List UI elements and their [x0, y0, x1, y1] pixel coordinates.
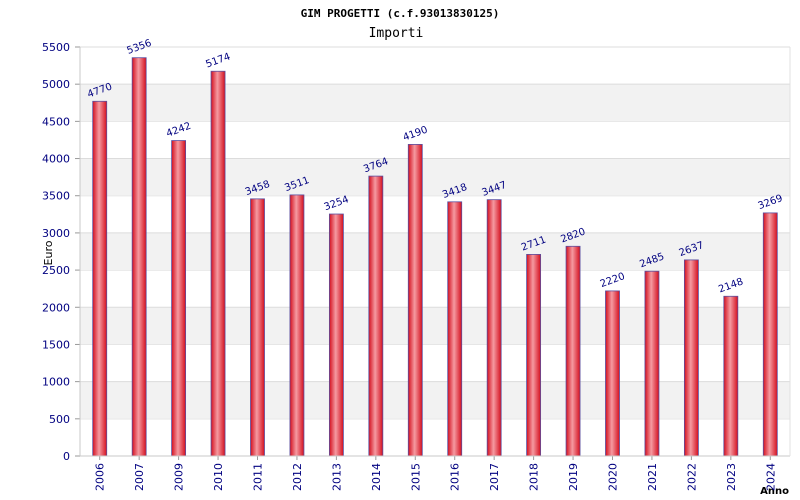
y-tick-label: 4500	[42, 115, 70, 128]
x-tick-label: 2018	[528, 463, 541, 491]
bar-2013	[328, 213, 344, 457]
x-tick-label: 2012	[291, 463, 304, 491]
bar-2007	[131, 57, 147, 457]
bar-2011	[250, 198, 265, 457]
x-tick-label: 2013	[330, 463, 343, 491]
x-axis-label: Anno	[760, 486, 789, 497]
bar-2022	[683, 259, 699, 457]
x-tick-label: 2022	[685, 463, 698, 491]
chart-subtitle: Importi	[369, 26, 424, 41]
bar-2018	[526, 254, 542, 457]
grid-band	[80, 232, 790, 271]
x-tick-label: 2020	[607, 463, 620, 491]
bar-2006	[92, 100, 108, 457]
grid-band	[80, 84, 790, 122]
value-label: 4190	[402, 125, 430, 144]
bar-2024	[762, 212, 778, 457]
x-tick-label: 2009	[173, 463, 186, 491]
bar-2016	[447, 201, 463, 457]
y-tick-label: 500	[49, 413, 70, 426]
value-label: 3254	[323, 194, 351, 213]
bar-2015	[407, 144, 423, 457]
y-tick-label: 2500	[42, 264, 70, 277]
grid-band	[80, 158, 790, 196]
bar-2009	[171, 140, 187, 457]
x-axis-ticks: 2006 2007 2009 2010 2011 2012 2013 2014 2015 2016…	[94, 456, 777, 491]
y-tick-label: 1000	[42, 376, 70, 389]
x-tick-label: 2016	[449, 463, 462, 491]
y-tick-label: 1500	[42, 338, 70, 351]
value-label: 2220	[599, 271, 627, 290]
y-axis-label: Euro	[42, 240, 55, 265]
y-tick-label: 5000	[42, 78, 70, 91]
value-label: 5174	[204, 51, 232, 70]
grid-bands	[80, 46, 790, 420]
y-tick-label: 4000	[42, 153, 70, 166]
bars	[92, 57, 778, 457]
grid-band	[80, 381, 790, 419]
y-tick-label: 3500	[42, 190, 70, 203]
x-tick-label: 2007	[133, 463, 146, 491]
x-tick-label: 2024	[764, 463, 777, 491]
x-tick-label: 2021	[646, 463, 659, 491]
x-tick-label: 2011	[252, 463, 265, 491]
x-tick-label: 2010	[212, 463, 225, 491]
value-label: 4242	[165, 121, 193, 140]
y-tick-label: 3000	[42, 227, 70, 240]
bar-2012	[289, 194, 305, 457]
y-tick-label: 5500	[42, 41, 70, 54]
y-tick-label: 2000	[42, 301, 70, 314]
bar-2017	[486, 199, 502, 457]
x-tick-label: 2006	[94, 463, 107, 491]
x-tick-label: 2017	[488, 463, 501, 491]
grid-band	[80, 307, 790, 345]
chart-title: GIM PROGETTI (c.f.93013830125)	[301, 7, 500, 20]
x-tick-label: 2023	[725, 463, 738, 491]
bar-2020	[605, 290, 620, 457]
y-tick-label: 0	[63, 450, 70, 463]
x-tick-label: 2019	[567, 463, 580, 491]
bar-2010	[210, 70, 226, 457]
x-tick-label: 2015	[409, 463, 422, 491]
value-label: 5356	[125, 38, 153, 57]
y-axis-ticks: 0 500 1000 1500 2000 2500 3000 3500 4000 4500 5000…	[42, 41, 80, 463]
bar-2021	[644, 270, 660, 457]
bar-2014	[368, 175, 384, 457]
bar-2019	[565, 245, 581, 457]
bar-2023	[723, 295, 739, 457]
x-tick-label: 2014	[370, 463, 383, 491]
value-label: 2148	[717, 276, 745, 295]
